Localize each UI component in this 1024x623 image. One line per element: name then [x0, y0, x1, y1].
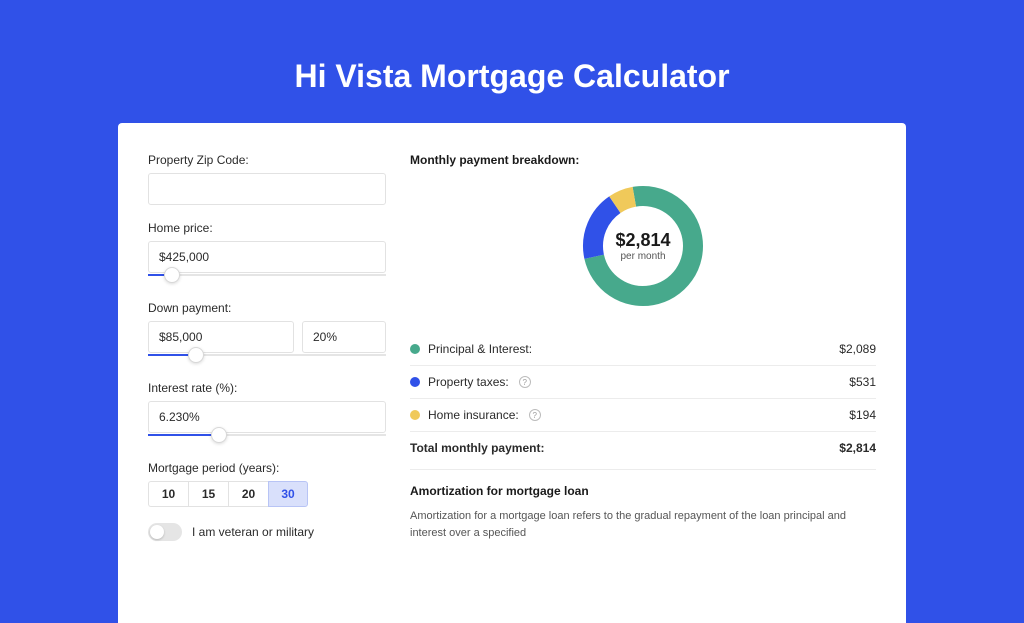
period-button-10[interactable]: 10	[148, 481, 188, 507]
breakdown-panel: Monthly payment breakdown: $2,814 per mo…	[410, 153, 876, 623]
breakdown-title: Monthly payment breakdown:	[410, 153, 876, 167]
total-value: $2,814	[839, 441, 876, 455]
amortization-section: Amortization for mortgage loan Amortizat…	[410, 469, 876, 541]
period-button-20[interactable]: 20	[228, 481, 268, 507]
mortgage-period-field: Mortgage period (years): 10152030	[148, 461, 386, 507]
info-icon[interactable]: ?	[529, 409, 541, 421]
zip-field: Property Zip Code:	[148, 153, 386, 205]
home-price-slider[interactable]	[148, 271, 386, 285]
page-title: Hi Vista Mortgage Calculator	[0, 0, 1024, 123]
legend-dot	[410, 344, 420, 354]
home-price-field: Home price:	[148, 221, 386, 285]
calculator-card: Property Zip Code: Home price: Down paym…	[118, 123, 906, 623]
breakdown-total-row: Total monthly payment: $2,814	[410, 432, 876, 469]
breakdown-row: Principal & Interest: $2,089	[410, 333, 876, 366]
zip-label: Property Zip Code:	[148, 153, 386, 167]
interest-rate-label: Interest rate (%):	[148, 381, 386, 395]
veteran-toggle-row: I am veteran or military	[148, 523, 386, 541]
legend-dot	[410, 410, 420, 420]
donut-center-value: $2,814	[615, 230, 670, 251]
breakdown-label: Property taxes:	[428, 375, 509, 389]
veteran-label: I am veteran or military	[192, 525, 314, 539]
interest-rate-slider[interactable]	[148, 431, 386, 445]
breakdown-row: Property taxes:? $531	[410, 366, 876, 399]
monthly-payment-donut: $2,814 per month	[578, 181, 708, 311]
donut-center-sub: per month	[615, 251, 670, 262]
mortgage-period-label: Mortgage period (years):	[148, 461, 386, 475]
period-button-group: 10152030	[148, 481, 386, 507]
breakdown-label: Home insurance:	[428, 408, 519, 422]
down-payment-field: Down payment:	[148, 301, 386, 365]
breakdown-row: Home insurance:? $194	[410, 399, 876, 432]
interest-rate-input[interactable]	[148, 401, 386, 433]
info-icon[interactable]: ?	[519, 376, 531, 388]
toggle-knob	[150, 525, 164, 539]
breakdown-value: $531	[849, 375, 876, 389]
home-price-label: Home price:	[148, 221, 386, 235]
amortization-text: Amortization for a mortgage loan refers …	[410, 508, 876, 541]
down-payment-pct-input[interactable]	[302, 321, 386, 353]
amortization-title: Amortization for mortgage loan	[410, 484, 876, 498]
breakdown-list: Principal & Interest: $2,089 Property taxe…	[410, 333, 876, 432]
breakdown-value: $194	[849, 408, 876, 422]
breakdown-value: $2,089	[839, 342, 876, 356]
down-payment-amount-input[interactable]	[148, 321, 294, 353]
interest-rate-field: Interest rate (%):	[148, 381, 386, 445]
veteran-toggle[interactable]	[148, 523, 182, 541]
breakdown-label: Principal & Interest:	[428, 342, 532, 356]
down-payment-slider[interactable]	[148, 351, 386, 365]
zip-input[interactable]	[148, 173, 386, 205]
total-label: Total monthly payment:	[410, 441, 544, 455]
legend-dot	[410, 377, 420, 387]
period-button-30[interactable]: 30	[268, 481, 308, 507]
down-payment-label: Down payment:	[148, 301, 386, 315]
period-button-15[interactable]: 15	[188, 481, 228, 507]
home-price-input[interactable]	[148, 241, 386, 273]
input-panel: Property Zip Code: Home price: Down paym…	[148, 153, 386, 623]
